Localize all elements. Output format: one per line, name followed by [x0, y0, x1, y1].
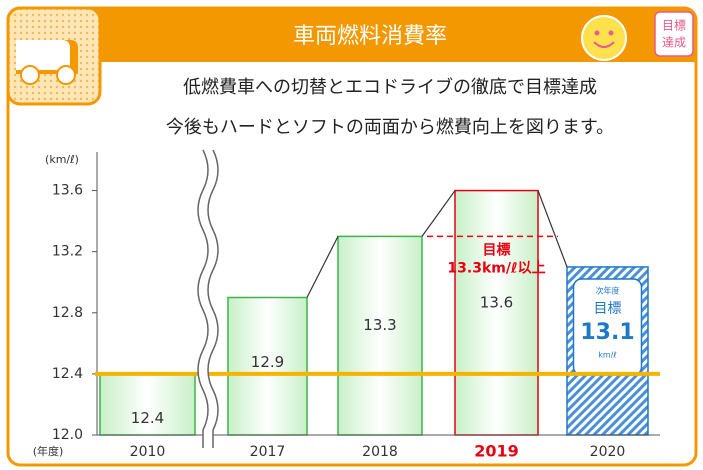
car-wheel: [56, 65, 76, 85]
y-tick-label: 13.6: [52, 183, 83, 199]
target-label: 目標: [483, 241, 511, 258]
data-label: 12.9: [251, 353, 284, 371]
axis-break-line: [207, 149, 219, 448]
badge: [654, 11, 694, 57]
badge-text: 目標: [662, 19, 686, 33]
target-label: 13.3km/ℓ以上: [447, 260, 545, 276]
data-label: 12.4: [131, 409, 164, 427]
smiley-eye: [608, 30, 614, 36]
forecast-note: km/ℓ: [598, 350, 616, 359]
connector: [421, 190, 456, 237]
chart-title: 車両燃料消費率: [293, 24, 447, 49]
axis-break: [198, 150, 218, 448]
x-tick-label: 2017: [250, 444, 286, 460]
bar: [337, 235, 423, 436]
y-tick-label: 12.8: [52, 305, 83, 321]
bar: [227, 296, 308, 436]
y-tick-label: 13.2: [52, 244, 83, 260]
car-body: [16, 40, 70, 70]
subtitle: 低燃費車への切替とエコドライブの徹底で目標達成: [183, 76, 597, 98]
forecast-note: 次年度: [596, 285, 620, 295]
smiley: [581, 15, 627, 61]
connector: [537, 190, 568, 268]
smiley-mouth: [593, 41, 615, 48]
x-tick-label: 2018: [362, 444, 398, 460]
badge-text: 達成: [662, 36, 686, 50]
x-axis-label: (年度): [33, 444, 64, 458]
x-tick-label: 2019: [474, 442, 519, 461]
subtitle: 今後もハードとソフトの両面から燃費向上を図ります。: [166, 117, 614, 138]
data-label: 13.3: [363, 316, 396, 334]
forecast-note: 目標: [594, 301, 622, 317]
data-label: 13.6: [480, 293, 513, 311]
y-tick-label: 12.0: [52, 427, 83, 443]
x-tick-label: 2020: [590, 444, 626, 460]
y-axis-label: (km/ℓ): [45, 153, 79, 166]
data-label: 13.1: [580, 320, 634, 345]
x-tick-label: 2010: [130, 444, 166, 460]
y-tick-label: 12.4: [52, 366, 83, 382]
header-bar: [60, 8, 696, 62]
bar: [454, 189, 539, 436]
smiley-eye: [594, 30, 600, 36]
car-wheel: [20, 65, 40, 85]
connector: [306, 236, 339, 298]
axis-break-line: [197, 149, 209, 448]
bar: [99, 373, 196, 436]
